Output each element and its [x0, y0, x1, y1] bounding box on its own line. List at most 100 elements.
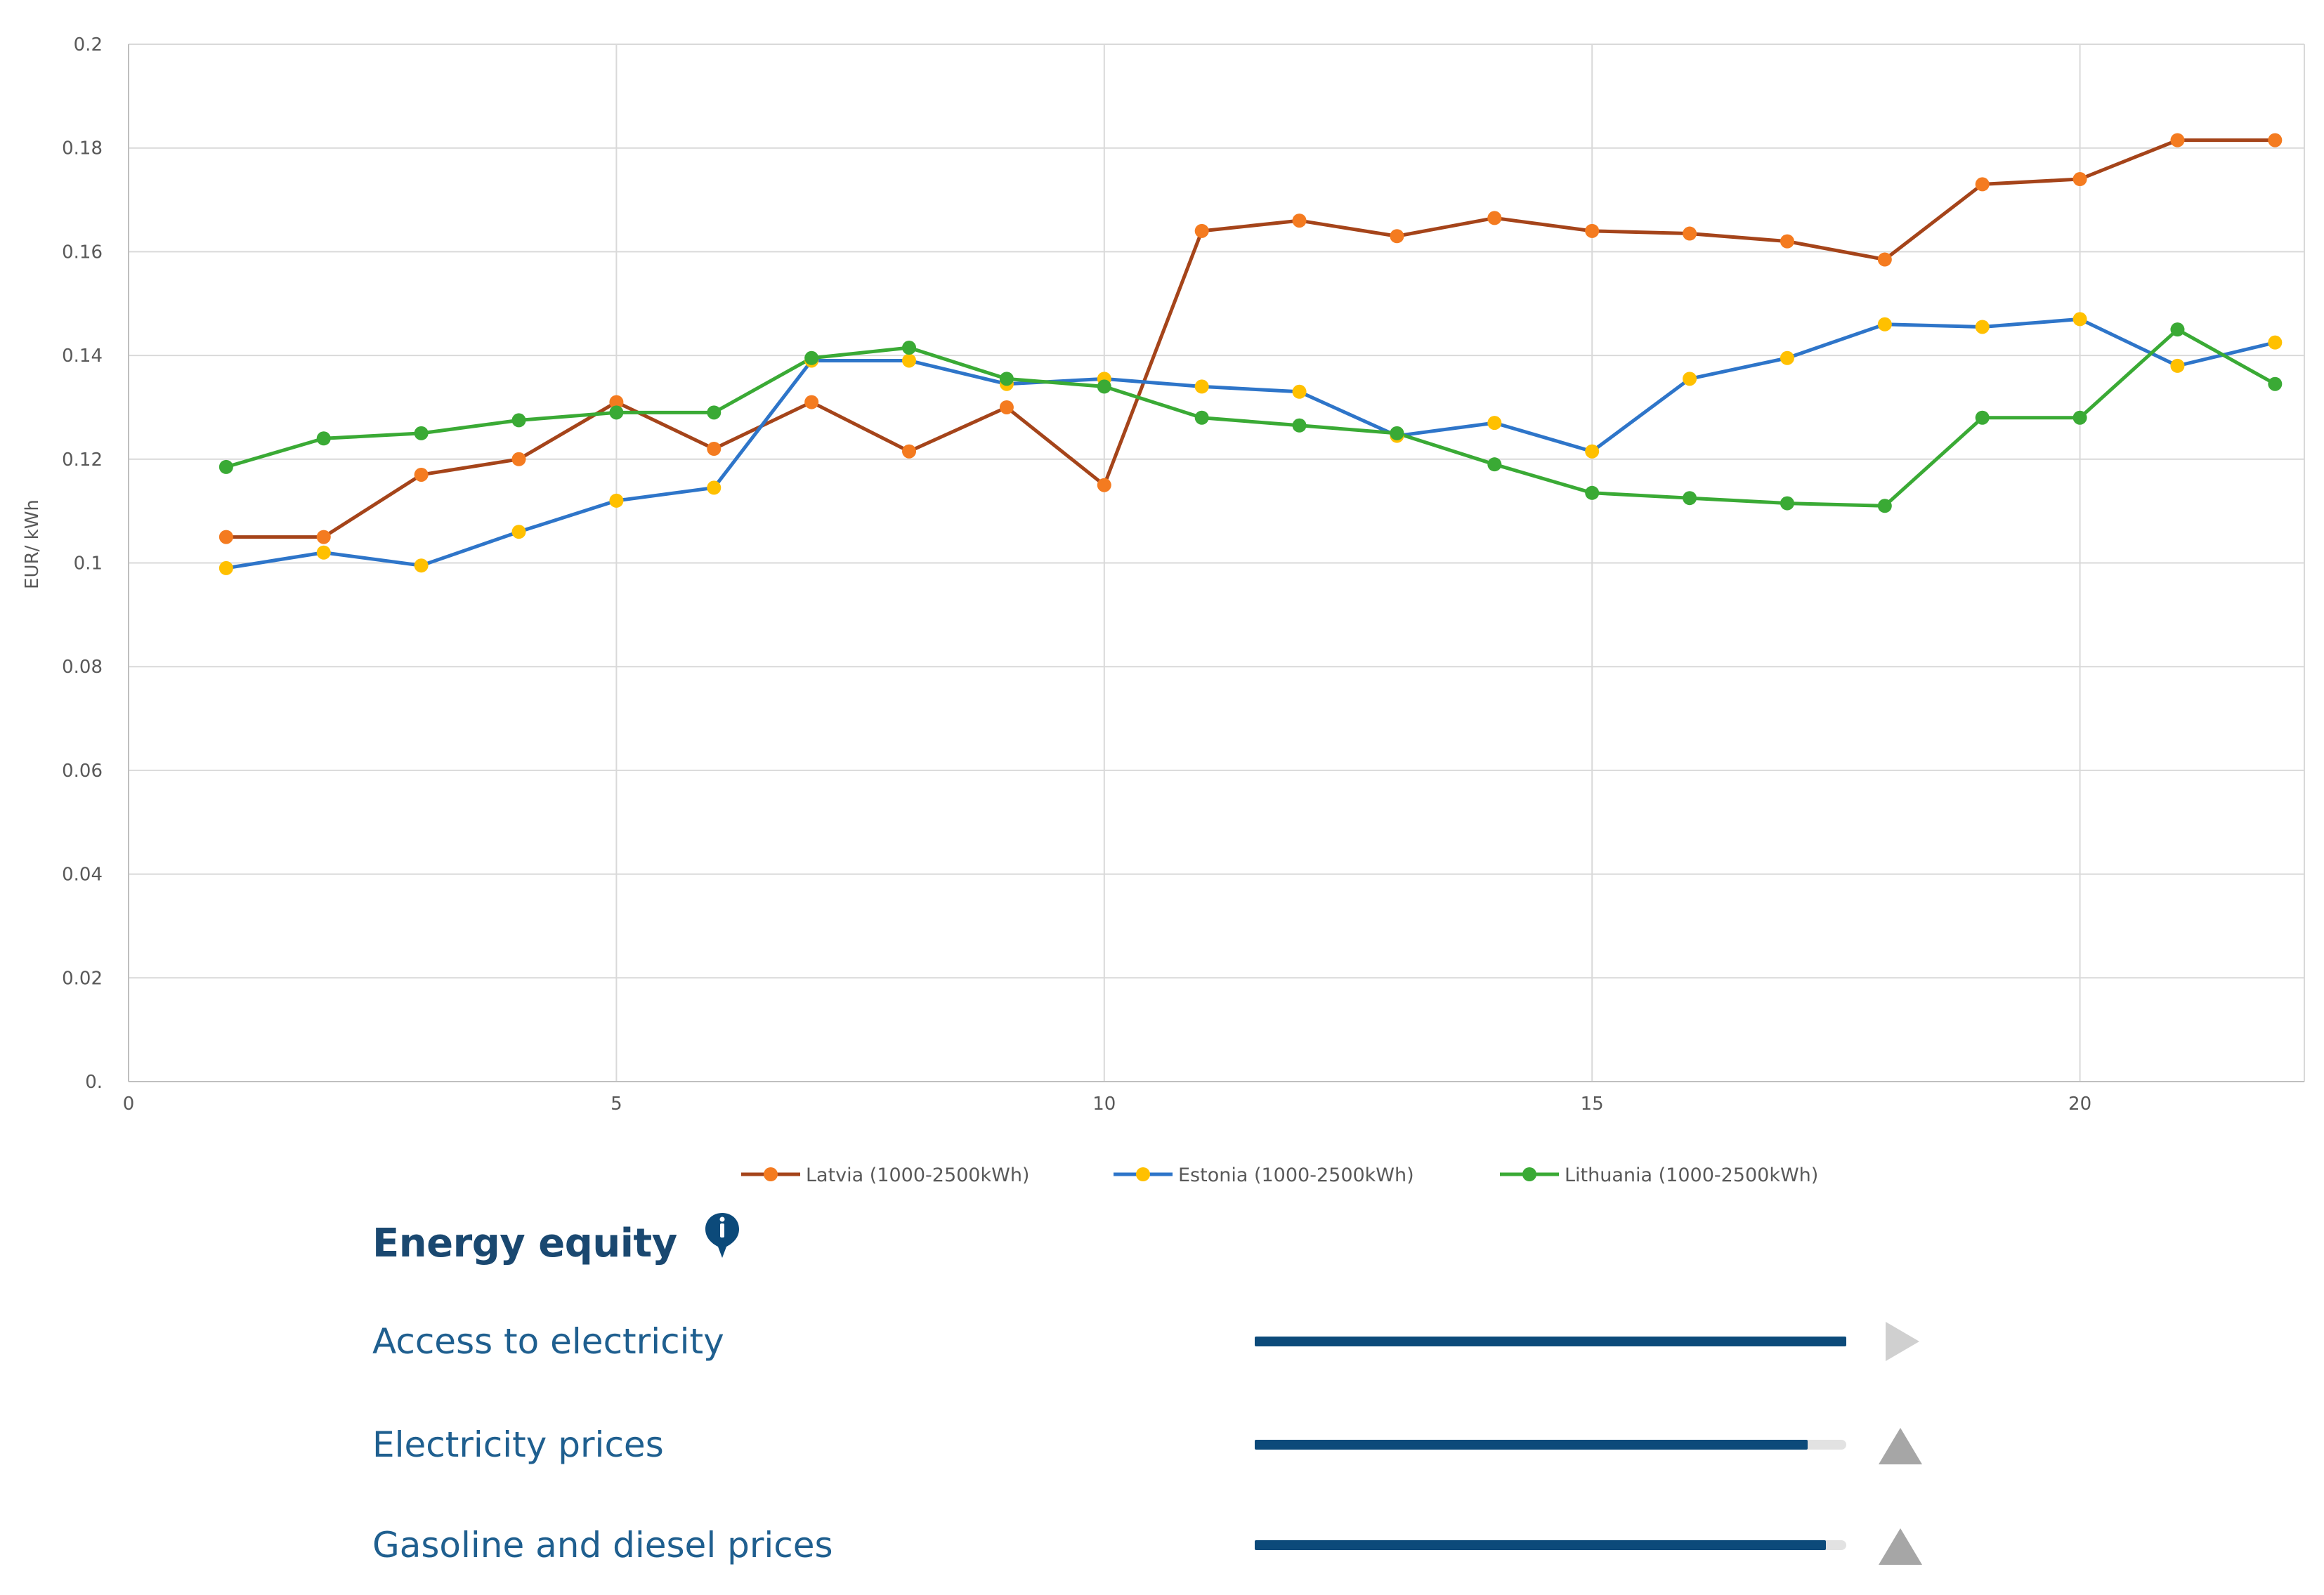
data-point-1: [1780, 350, 1794, 365]
data-point-2: [609, 405, 624, 420]
data-point-1: [1292, 384, 1307, 399]
legend-label-1: Estonia (1000-2500kWh): [1178, 1164, 1414, 1186]
data-point-2: [1097, 379, 1111, 394]
data-point-0: [1194, 223, 1209, 238]
data-point-2: [1487, 457, 1502, 472]
energy-equity-title: Energy equity: [372, 1220, 677, 1266]
data-point-0: [1292, 214, 1307, 228]
indicator-electricity-prices: Electricity prices: [372, 1410, 1988, 1480]
data-point-2: [804, 350, 819, 365]
legend-label-2: Lithuania (1000-2500kWh): [1565, 1164, 1818, 1186]
data-point-1: [1487, 416, 1502, 431]
data-point-2: [1975, 410, 1990, 425]
data-point-1: [414, 558, 429, 573]
data-point-1: [1877, 317, 1892, 332]
y-axis-title: EUR/ kWh: [22, 499, 43, 589]
y-tick-label: 0.16: [62, 242, 103, 263]
data-point-0: [902, 444, 917, 459]
up-triangle-icon: [1879, 1428, 1922, 1464]
legend-marker-0: [764, 1167, 778, 1181]
data-point-1: [2268, 335, 2283, 350]
data-point-1: [902, 353, 917, 368]
data-point-1: [1194, 379, 1209, 394]
data-point-1: [707, 480, 722, 495]
data-point-1: [316, 545, 331, 560]
data-point-2: [1194, 410, 1209, 425]
y-tick-label: 0.18: [62, 138, 103, 159]
data-point-0: [2268, 133, 2283, 147]
data-point-1: [2072, 312, 2087, 327]
line-chart: 0. 0.02 0.04 0.06 0.08 0.1 0.12 0.14 0.16 0.18 0.2…: [22, 34, 2305, 1186]
data-point-1: [218, 560, 233, 575]
data-point-0: [1683, 226, 1697, 241]
x-tick-label: 0: [123, 1094, 135, 1115]
indicator-label: Electricity prices: [372, 1424, 664, 1465]
y-tick-label: 0.2: [74, 34, 103, 55]
y-tick-label: 0.12: [62, 449, 103, 471]
data-point-0: [1975, 177, 1990, 192]
info-icon[interactable]: [704, 1212, 740, 1261]
data-point-2: [1683, 491, 1697, 506]
x-tick-label: 5: [611, 1094, 622, 1115]
data-point-1: [1975, 320, 1990, 334]
play-triangle-icon: [1886, 1322, 1919, 1361]
gridlines: [129, 44, 2305, 1082]
score-bar-fill: [1255, 1540, 1826, 1550]
data-point-1: [609, 493, 624, 508]
score-bar-fill: [1255, 1440, 1808, 1450]
y-tick-label: 0.02: [62, 968, 103, 989]
tick-labels: 0. 0.02 0.04 0.06 0.08 0.1 0.12 0.14 0.16 0.18 0.2…: [62, 34, 2091, 1115]
data-point-0: [218, 530, 233, 544]
data-point-2: [2268, 376, 2283, 391]
data-point-2: [1292, 418, 1307, 433]
score-bar-track: [1255, 1337, 1846, 1346]
data-point-1: [511, 525, 526, 539]
data-point-0: [511, 452, 526, 466]
data-point-2: [1780, 496, 1794, 511]
energy-equity-panel: Energy equity Access to electricity Elec…: [372, 1208, 1988, 1587]
data-point-0: [1585, 223, 1600, 238]
data-point-1: [2170, 358, 2185, 373]
legend-marker-2: [1522, 1167, 1536, 1181]
data-point-1: [1585, 444, 1600, 459]
axes: [128, 44, 2304, 1082]
y-tick-label: 0.04: [62, 865, 103, 886]
series-markers: [218, 133, 2283, 575]
data-point-2: [2170, 322, 2185, 337]
data-point-0: [414, 467, 429, 482]
data-point-0: [707, 442, 722, 457]
data-point-0: [2170, 133, 2185, 147]
data-point-2: [2072, 410, 2087, 425]
data-point-0: [1487, 211, 1502, 225]
legend-label-0: Latvia (1000-2500kWh): [806, 1164, 1029, 1186]
data-point-0: [1097, 478, 1111, 492]
y-tick-label: 0.1: [74, 553, 103, 575]
data-point-0: [316, 530, 331, 544]
score-bar-track: [1255, 1540, 1846, 1550]
indicator-label: Access to electricity: [372, 1321, 724, 1362]
legend-marker-1: [1136, 1167, 1150, 1181]
series-line-2: [226, 327, 2276, 508]
up-triangle-icon: [1879, 1528, 1922, 1565]
series-line-1: [226, 317, 2276, 570]
data-point-2: [414, 426, 429, 440]
data-point-2: [1585, 485, 1600, 500]
y-tick-label: 0.14: [62, 346, 103, 367]
y-tick-label: 0.: [85, 1072, 103, 1093]
data-point-2: [511, 413, 526, 428]
data-point-0: [999, 400, 1014, 414]
data-point-2: [1877, 499, 1892, 513]
y-tick-label: 0.08: [62, 657, 103, 678]
data-point-2: [218, 459, 233, 474]
indicator-access-to-electricity: Access to electricity: [372, 1306, 1988, 1377]
energy-equity-header: Energy equity: [372, 1208, 740, 1278]
data-point-1: [1683, 372, 1697, 386]
data-point-0: [1877, 252, 1892, 267]
x-tick-label: 10: [1092, 1094, 1116, 1115]
legend: Latvia (1000-2500kWh) Estonia (1000-2500k…: [741, 1164, 1818, 1186]
series-lines: [226, 138, 2276, 570]
data-point-2: [999, 372, 1014, 386]
score-bar-track: [1255, 1440, 1846, 1450]
indicator-label: Gasoline and diesel prices: [372, 1525, 833, 1566]
indicator-gasoline-and-diesel-prices: Gasoline and diesel prices: [372, 1510, 1988, 1580]
